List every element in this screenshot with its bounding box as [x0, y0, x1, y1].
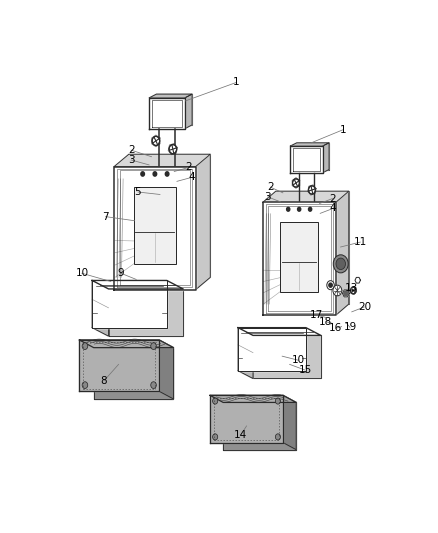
Circle shape — [344, 291, 348, 296]
Text: 2: 2 — [128, 145, 134, 155]
Polygon shape — [159, 340, 173, 399]
Text: 7: 7 — [102, 212, 109, 222]
Polygon shape — [156, 94, 192, 125]
Circle shape — [151, 382, 156, 389]
Text: 15: 15 — [299, 365, 312, 375]
Text: 20: 20 — [358, 302, 371, 312]
Polygon shape — [210, 395, 283, 442]
Circle shape — [165, 172, 169, 176]
Text: 16: 16 — [329, 323, 343, 333]
Polygon shape — [79, 340, 159, 391]
Text: 9: 9 — [118, 268, 124, 278]
Polygon shape — [297, 143, 329, 169]
Polygon shape — [92, 280, 109, 336]
Text: 8: 8 — [101, 376, 107, 386]
Polygon shape — [129, 154, 210, 277]
Polygon shape — [109, 289, 183, 336]
Circle shape — [212, 398, 218, 404]
Polygon shape — [263, 191, 349, 203]
Circle shape — [141, 172, 145, 176]
Text: 18: 18 — [319, 317, 332, 327]
Circle shape — [327, 281, 334, 290]
Bar — [134, 188, 176, 264]
Polygon shape — [196, 154, 210, 290]
Polygon shape — [79, 340, 173, 348]
Circle shape — [308, 186, 315, 194]
Polygon shape — [238, 328, 253, 378]
Circle shape — [82, 343, 88, 350]
Text: 10: 10 — [75, 268, 88, 278]
Polygon shape — [276, 191, 349, 304]
Polygon shape — [92, 280, 167, 328]
Polygon shape — [210, 395, 296, 402]
Circle shape — [169, 144, 177, 154]
Circle shape — [333, 285, 342, 296]
Circle shape — [350, 287, 356, 294]
Text: 1: 1 — [233, 77, 240, 87]
Text: 5: 5 — [134, 187, 141, 197]
Circle shape — [153, 172, 157, 176]
Text: 4: 4 — [330, 204, 336, 213]
Polygon shape — [92, 280, 183, 289]
Circle shape — [286, 207, 290, 211]
Circle shape — [297, 207, 301, 211]
Text: 3: 3 — [265, 192, 271, 202]
Circle shape — [82, 382, 88, 389]
Circle shape — [212, 434, 218, 440]
Polygon shape — [290, 146, 322, 173]
Polygon shape — [185, 94, 192, 128]
Text: 14: 14 — [234, 430, 247, 440]
Circle shape — [152, 136, 159, 146]
Polygon shape — [253, 335, 321, 378]
Bar — [280, 222, 318, 292]
Text: 19: 19 — [343, 322, 357, 333]
Circle shape — [336, 258, 346, 270]
Text: 1: 1 — [340, 125, 346, 135]
Text: 4: 4 — [189, 172, 195, 182]
Text: 2: 2 — [186, 163, 192, 172]
Polygon shape — [355, 277, 360, 283]
Polygon shape — [149, 94, 192, 98]
Polygon shape — [238, 328, 321, 335]
Text: 11: 11 — [353, 237, 367, 247]
Polygon shape — [94, 348, 173, 399]
Polygon shape — [263, 203, 336, 316]
Text: 2: 2 — [329, 193, 336, 204]
Text: 13: 13 — [345, 283, 358, 293]
Text: 3: 3 — [128, 155, 134, 165]
Polygon shape — [238, 328, 306, 371]
Polygon shape — [290, 143, 329, 146]
Polygon shape — [114, 154, 210, 166]
Text: 10: 10 — [292, 356, 305, 365]
Polygon shape — [223, 402, 296, 450]
Polygon shape — [114, 166, 196, 290]
Polygon shape — [322, 143, 329, 173]
Circle shape — [151, 343, 156, 350]
Circle shape — [329, 283, 332, 287]
Polygon shape — [283, 395, 296, 450]
Circle shape — [276, 434, 280, 440]
Polygon shape — [336, 191, 349, 316]
Polygon shape — [149, 98, 185, 128]
Circle shape — [308, 207, 312, 211]
Text: 2: 2 — [267, 182, 274, 192]
Circle shape — [293, 179, 299, 187]
Circle shape — [276, 398, 280, 404]
Polygon shape — [343, 290, 349, 297]
Text: 17: 17 — [310, 310, 323, 320]
Circle shape — [333, 255, 348, 273]
